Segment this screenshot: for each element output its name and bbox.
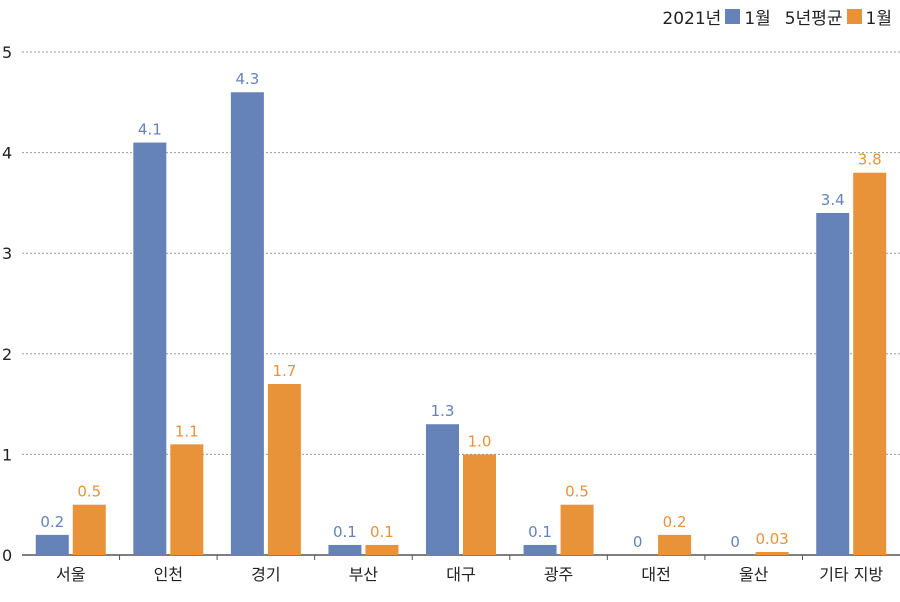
y-tick-label: 3 — [2, 244, 12, 263]
x-category-label: 대전 — [641, 565, 670, 584]
y-tick-label: 2 — [2, 345, 12, 364]
legend-label-series-2: 1월 — [865, 9, 892, 29]
legend-swatch-series-2 — [846, 9, 862, 24]
legend-prefix-series-1: 2021년 — [662, 9, 722, 29]
bar-series-2-3 — [267, 383, 301, 555]
chart-legend: 2021년 1월 5년평균 1월 — [662, 4, 892, 29]
data-label: 4.1 — [138, 121, 162, 139]
y-tick-label: 5 — [2, 43, 12, 62]
bar-series-1-9 — [816, 212, 850, 555]
bar-series-2-5 — [463, 454, 496, 555]
data-label: 1.1 — [175, 422, 199, 440]
data-label: 0.2 — [663, 513, 687, 531]
data-label: 3.4 — [821, 191, 845, 209]
bar-series-1-6 — [523, 544, 557, 555]
data-label: 0.2 — [40, 513, 64, 531]
data-label: 0.1 — [370, 523, 394, 541]
x-category-label: 대구 — [446, 565, 475, 584]
bar-series-1-1 — [35, 534, 69, 555]
x-category-label: 광주 — [544, 565, 573, 584]
y-tick-label: 0 — [2, 546, 12, 565]
bar-series-1-2 — [133, 142, 167, 556]
data-label: 4.3 — [235, 70, 259, 88]
data-label: 0 — [633, 533, 643, 551]
data-label: 0.1 — [528, 523, 552, 541]
bar-series-2-2 — [170, 444, 204, 555]
legend-swatch-series-1 — [725, 9, 741, 24]
bar-series-2-1 — [72, 504, 106, 555]
bar-series-2-9 — [853, 172, 887, 555]
bar-series-2-7 — [658, 534, 692, 555]
data-label: 1.3 — [431, 402, 455, 420]
bar-series-2-4 — [365, 544, 399, 555]
x-category-label: 기타 지방 — [819, 565, 883, 584]
x-category-label: 서울 — [56, 565, 85, 584]
legend-prefix-series-2: 5년평균 — [784, 9, 843, 29]
data-label: 0.03 — [755, 530, 788, 548]
x-category-label: 경기 — [251, 565, 280, 584]
bar-series-1-3 — [230, 92, 264, 556]
data-label: 1.7 — [272, 362, 296, 380]
y-tick-label: 4 — [2, 144, 12, 163]
data-label: 0.5 — [77, 483, 101, 501]
x-category-label: 인천 — [154, 565, 183, 584]
y-tick-label: 1 — [2, 445, 12, 464]
data-label: 0.1 — [333, 523, 357, 541]
legend-label-series-1: 1월 — [744, 9, 771, 29]
data-label: 0.5 — [565, 483, 589, 501]
bar-series-2-6 — [560, 504, 594, 555]
data-label: 3.8 — [858, 151, 882, 169]
data-label: 0 — [730, 533, 740, 551]
bar-series-1-5 — [426, 424, 459, 555]
bar-series-1-4 — [328, 544, 362, 555]
bar-series-2-8 — [755, 551, 789, 555]
data-label: 1.0 — [468, 432, 492, 450]
x-category-label: 울산 — [739, 565, 769, 584]
x-category-label: 부산 — [349, 565, 379, 584]
